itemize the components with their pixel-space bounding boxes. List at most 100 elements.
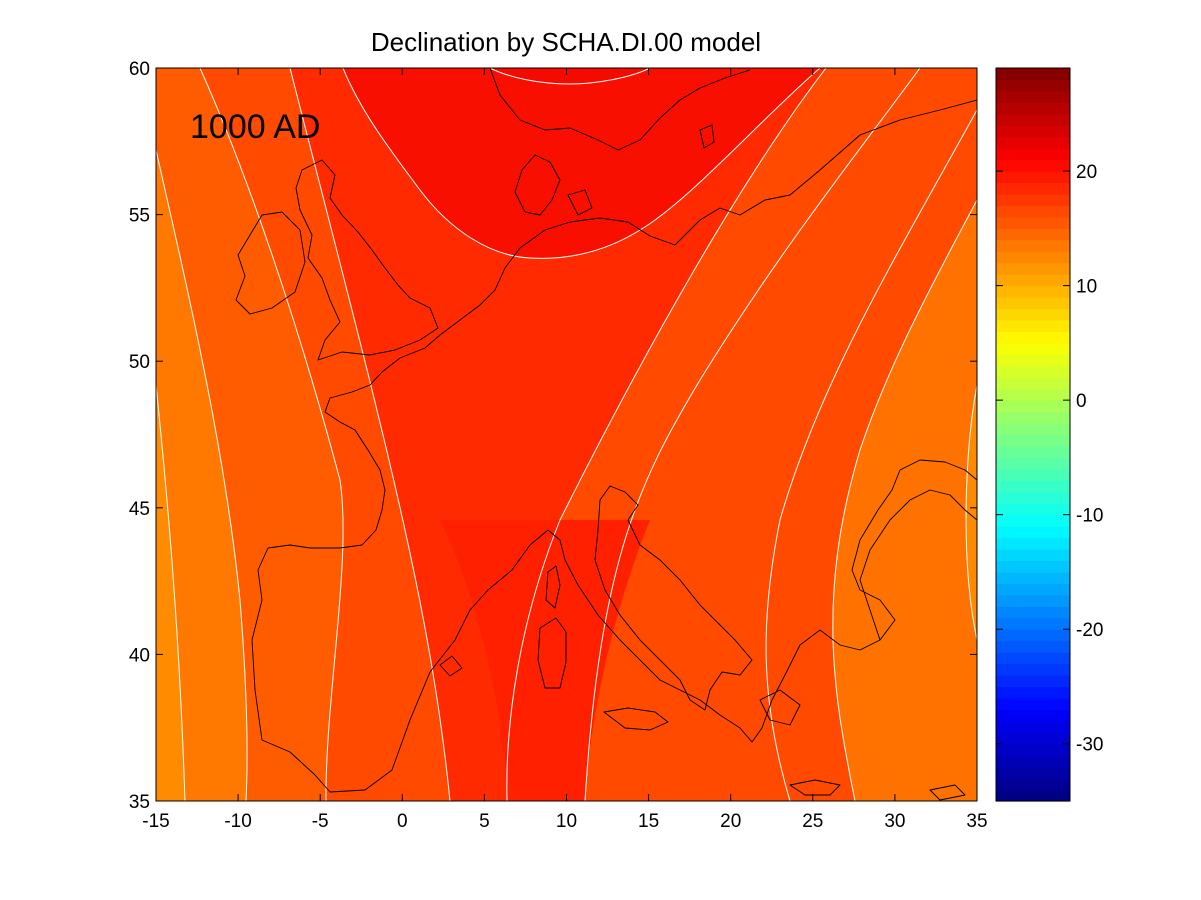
colorbar-swatch — [996, 148, 1070, 161]
coastline-sicily — [603, 707, 669, 731]
coastline-aegean — [759, 689, 801, 726]
colorbar-swatch — [996, 755, 1070, 768]
colorbar-swatch — [996, 434, 1070, 447]
band-west-mid — [156, 150, 248, 801]
colorbar-swatch — [996, 629, 1070, 642]
coastline-britain — [295, 159, 439, 361]
coastline-denmark — [514, 154, 561, 216]
colorbar-swatch — [996, 113, 1070, 126]
x-tick-label: 25 — [802, 811, 823, 832]
contour-line — [965, 384, 977, 641]
colorbar-swatch — [996, 503, 1070, 516]
colorbar-swatch — [996, 652, 1070, 665]
colorbar-swatch — [996, 594, 1070, 607]
colorbar-swatch — [996, 549, 1070, 562]
colorbar-swatch — [996, 297, 1070, 310]
chart-title: Declination by SCHA.DI.00 model — [371, 27, 761, 57]
contour-line — [156, 149, 248, 801]
colorbar-tick-label: -30 — [1076, 735, 1103, 756]
colorbar-swatch — [996, 90, 1070, 103]
colorbar-tick-label: 0 — [1076, 391, 1087, 412]
coastline-black-sea — [859, 489, 977, 641]
band-west-outer — [156, 385, 185, 801]
axis-tick-marks — [155, 67, 978, 802]
x-tick-label: 0 — [397, 811, 408, 832]
x-tick-label: 35 — [966, 811, 987, 832]
contour-line — [584, 68, 921, 801]
contour-line — [832, 199, 977, 801]
colorbar-swatch — [996, 743, 1070, 756]
contour-line — [489, 68, 651, 85]
colorbar-swatch — [996, 102, 1070, 115]
colorbar-swatch — [996, 686, 1070, 699]
colorbar-swatch — [996, 400, 1070, 413]
band-east-edge — [966, 385, 977, 640]
colorbar-swatch — [996, 491, 1070, 504]
colorbar-swatch — [996, 468, 1070, 481]
coastline-gotland — [699, 124, 715, 149]
colorbar-swatch — [996, 663, 1070, 676]
colorbar-swatch — [996, 159, 1070, 172]
colorbar-frame — [995, 67, 1071, 802]
x-tick-label: -15 — [142, 811, 169, 832]
colorbar-swatch — [996, 732, 1070, 745]
colorbar-swatch — [996, 480, 1070, 493]
colorbar-swatch — [996, 617, 1070, 630]
x-tick-label: -5 — [312, 811, 329, 832]
colorbar-swatch — [996, 285, 1070, 298]
colorbar-swatch — [996, 445, 1070, 459]
coastline-italy — [594, 485, 753, 711]
declination-bands — [156, 68, 977, 801]
colorbar-swatch — [996, 182, 1070, 195]
colorbar-swatch — [996, 239, 1070, 252]
colorbar-swatch — [996, 262, 1070, 275]
x-axis-tick-labels: -15 -10 -5 0 5 10 15 20 25 30 35 — [142, 811, 987, 832]
x-tick-label: 15 — [638, 811, 659, 832]
colorbar-swatch — [996, 342, 1070, 355]
band-valley — [440, 520, 650, 801]
colorbar-swatch — [996, 216, 1070, 229]
colorbar-tick-label: 20 — [1076, 162, 1097, 183]
x-tick-label: 10 — [556, 811, 577, 832]
contour-line — [506, 68, 827, 801]
band-north — [343, 68, 820, 259]
colorbar-swatch — [996, 388, 1070, 401]
colorbar-swatch — [996, 125, 1070, 138]
colorbar-swatch — [996, 720, 1070, 733]
coastline-scandinavia — [489, 68, 751, 151]
colorbar-swatch — [996, 308, 1070, 321]
contour-lines — [156, 68, 977, 801]
y-axis-tick-labels: 35 40 45 50 55 60 — [129, 59, 150, 813]
y-tick-label: 60 — [129, 59, 150, 80]
colorbar-swatch — [996, 228, 1070, 241]
colorbar-swatch — [996, 675, 1070, 688]
colorbar-tick-marks — [996, 170, 1070, 745]
y-tick-label: 50 — [129, 352, 150, 373]
band-central — [290, 68, 826, 801]
colorbar-tick-label: 10 — [1076, 277, 1097, 298]
contour-line — [156, 384, 186, 801]
colorbar-swatch — [996, 709, 1070, 722]
colorbar-swatch — [996, 274, 1070, 287]
x-tick-label: 20 — [720, 811, 741, 832]
colorbar-swatch — [996, 205, 1070, 218]
colorbar-swatch — [996, 331, 1070, 344]
colorbar: -30 -20 -10 0 10 20 — [995, 67, 1103, 802]
colorbar-swatch — [996, 697, 1070, 710]
y-tick-label: 45 — [129, 499, 150, 520]
coastline-ireland — [235, 211, 306, 315]
coastline-crete — [789, 779, 841, 796]
colorbar-swatch — [996, 514, 1070, 527]
colorbar-swatch — [996, 537, 1070, 550]
band-west-inner — [156, 68, 344, 801]
band-east-outer — [832, 200, 977, 801]
colorbar-swatch — [996, 640, 1070, 653]
colorbar-swatch — [996, 251, 1070, 264]
colorbar-swatch — [996, 79, 1070, 92]
colorbar-swatch — [996, 68, 1070, 81]
colorbar-swatch — [996, 571, 1070, 584]
colorbar-swatch — [996, 193, 1070, 207]
colorbar-swatch — [996, 136, 1070, 149]
colorbar-swatch — [996, 354, 1070, 367]
